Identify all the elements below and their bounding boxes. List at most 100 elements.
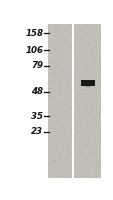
Point [91,142,92,146]
Point [85,44,86,48]
Point [98,132,99,136]
Point [69,165,71,168]
Point [58,161,59,165]
Point [80,103,82,107]
Point [84,142,86,145]
Point [87,28,89,32]
Point [73,71,75,74]
Point [54,159,56,162]
Point [84,169,85,173]
Point [93,133,95,136]
Point [59,170,60,174]
Point [98,127,99,130]
Point [48,36,50,40]
Point [54,161,56,164]
Point [75,123,77,127]
Point [51,96,53,100]
Point [52,31,54,34]
Point [76,175,78,178]
Point [57,147,59,150]
Point [56,150,58,154]
Point [68,39,70,42]
Point [73,149,75,152]
Point [52,169,54,172]
Point [79,129,80,133]
Point [67,160,69,163]
Point [56,121,58,124]
Point [56,119,58,122]
Point [96,172,98,175]
Point [82,25,84,28]
Point [79,92,81,95]
Point [49,44,51,47]
Point [85,65,87,68]
Point [65,169,67,173]
Point [90,130,92,134]
Point [48,62,49,65]
Point [83,130,85,134]
Point [90,111,92,114]
Point [53,166,55,169]
Point [49,33,51,36]
Point [66,26,68,29]
Point [85,47,86,50]
Point [67,99,69,103]
Point [77,162,79,165]
Point [83,23,85,27]
Point [53,32,54,35]
Point [62,126,63,129]
Point [98,144,99,147]
Point [81,151,83,155]
Point [55,36,57,39]
Point [92,126,94,129]
Point [67,143,69,146]
Point [94,168,95,171]
Point [78,55,80,58]
Point [89,27,91,30]
Point [86,162,88,165]
Point [66,133,68,136]
Point [96,157,98,160]
Point [54,97,56,100]
Point [93,132,95,136]
Point [90,53,92,56]
Point [49,148,51,152]
Point [95,169,96,173]
Point [81,79,82,82]
Point [76,95,78,98]
Point [50,55,52,58]
Point [90,36,92,39]
Point [86,116,88,119]
Point [48,107,50,110]
Point [59,157,60,160]
Point [55,27,56,30]
Point [62,69,64,72]
Point [94,27,96,31]
Point [68,91,70,94]
Point [76,148,77,151]
Point [93,27,95,30]
Point [92,53,93,57]
Point [63,121,65,124]
Point [94,144,96,148]
Point [86,157,88,160]
Point [97,137,99,140]
Point [50,106,52,109]
Point [74,162,76,165]
Point [53,58,55,61]
Point [68,87,70,90]
Point [83,162,85,165]
Point [50,140,52,143]
Point [63,134,65,137]
Point [54,150,56,153]
Point [83,34,85,38]
Point [79,147,81,150]
Point [62,84,64,88]
Point [48,127,50,130]
Point [58,93,60,96]
Point [60,81,61,85]
Point [86,143,88,146]
Point [77,114,79,117]
Point [54,158,56,162]
Point [50,90,52,93]
